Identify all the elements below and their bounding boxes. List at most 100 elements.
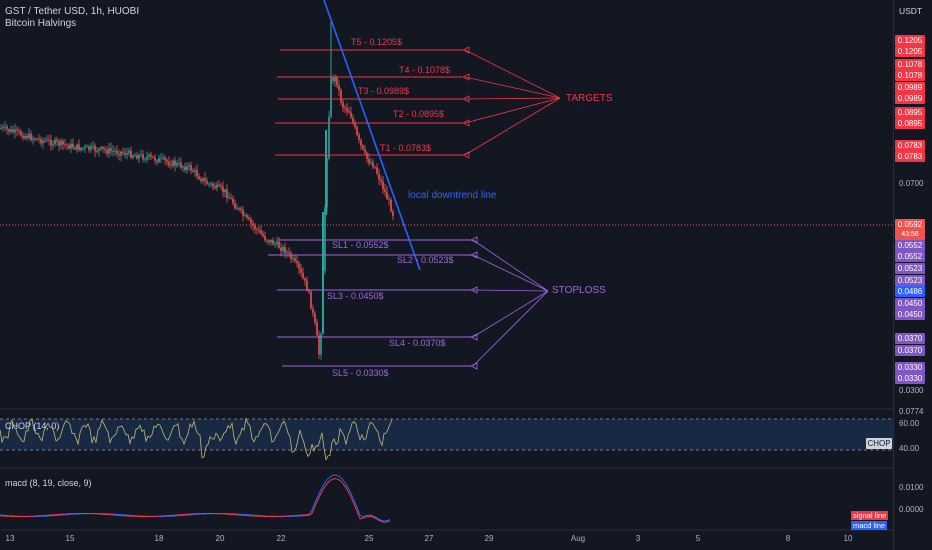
candle-body bbox=[320, 334, 322, 355]
candle-body bbox=[272, 240, 274, 245]
candle-body bbox=[2, 127, 4, 129]
candle-body bbox=[150, 154, 152, 157]
candle-body bbox=[176, 162, 178, 166]
candle-body bbox=[100, 147, 102, 149]
candle-body bbox=[270, 240, 272, 243]
candle-body bbox=[92, 145, 94, 147]
candle-body bbox=[254, 225, 256, 230]
candle-body bbox=[66, 144, 68, 146]
candle-body bbox=[136, 155, 138, 159]
macd-tick: 0.0000 bbox=[899, 505, 924, 514]
candle-body bbox=[158, 157, 160, 163]
candle-body bbox=[234, 203, 236, 209]
candle-body bbox=[164, 157, 166, 161]
candle-body bbox=[52, 144, 54, 146]
macd-line bbox=[0, 474, 391, 522]
candle-body bbox=[282, 246, 284, 251]
candle-body bbox=[288, 252, 290, 254]
time-tick: 18 bbox=[154, 534, 164, 543]
candle-body bbox=[230, 197, 232, 199]
pump-candle bbox=[325, 130, 327, 215]
stop-label-sl1: SL1 - 0.0552$ bbox=[332, 240, 389, 250]
candle-body bbox=[244, 215, 246, 216]
candle-body bbox=[40, 139, 42, 144]
candle-body bbox=[48, 139, 50, 141]
candle-body bbox=[34, 138, 36, 140]
candle-body bbox=[218, 184, 220, 186]
candle-body bbox=[146, 156, 148, 160]
target-label-t2: T2 - 0.0895$ bbox=[393, 109, 445, 119]
candle-body bbox=[332, 77, 334, 82]
macd-indicator-label[interactable]: macd (8, 19, close, 9) bbox=[5, 478, 92, 488]
candle-body bbox=[12, 129, 14, 133]
candle-body bbox=[154, 157, 156, 161]
candle-body bbox=[216, 184, 218, 189]
candle-body bbox=[76, 144, 78, 150]
candle-body bbox=[258, 229, 260, 231]
candle-body bbox=[296, 260, 298, 264]
currency-label: USDT bbox=[899, 6, 923, 16]
candle-body bbox=[30, 133, 32, 140]
candle-body bbox=[302, 272, 304, 279]
stop-arrow bbox=[472, 289, 549, 292]
candle-body bbox=[376, 167, 378, 174]
candle-body bbox=[336, 76, 338, 86]
candle-body bbox=[250, 219, 252, 224]
target-arrow bbox=[464, 97, 561, 100]
candle-body bbox=[362, 145, 364, 149]
candle-body bbox=[16, 129, 18, 131]
candle-body bbox=[192, 170, 194, 172]
candle-body bbox=[8, 129, 10, 132]
candle-body bbox=[36, 138, 38, 140]
candle-body bbox=[324, 207, 326, 272]
halvings-indicator-label[interactable]: Bitcoin Halvings bbox=[5, 18, 77, 29]
price-tick: 0.0300 bbox=[899, 386, 924, 395]
candle-body bbox=[26, 135, 28, 139]
stop-price-tag: 0.0450 bbox=[895, 309, 925, 320]
chop-indicator-label[interactable]: CHOP (14, 0) bbox=[5, 421, 60, 431]
candle-body bbox=[378, 173, 380, 180]
candle-body bbox=[70, 143, 72, 149]
candle-body bbox=[252, 223, 254, 226]
candle-body bbox=[118, 153, 120, 156]
candle-body bbox=[28, 133, 30, 139]
candle-body bbox=[232, 198, 234, 204]
candle-body bbox=[10, 129, 12, 132]
time-tick: 15 bbox=[65, 534, 75, 543]
candle-body bbox=[364, 148, 366, 153]
candle-body bbox=[126, 153, 128, 155]
time-tick: 3 bbox=[635, 534, 641, 543]
target-arrow bbox=[464, 49, 561, 99]
candle-body bbox=[356, 127, 358, 135]
stop-label-sl2: SL2 - 0.0523$ bbox=[397, 255, 454, 265]
candle-body bbox=[310, 291, 312, 309]
chop-band bbox=[0, 419, 893, 450]
candle-body bbox=[24, 135, 26, 139]
target-label-t5: T5 - 0.1205$ bbox=[351, 37, 403, 47]
target-arrowhead bbox=[462, 119, 470, 127]
candle-body bbox=[22, 135, 24, 139]
signal-line-tag: signal line bbox=[851, 511, 889, 520]
candle-body bbox=[248, 217, 250, 220]
candle-body bbox=[260, 230, 262, 234]
candle-body bbox=[274, 243, 276, 245]
candle-body bbox=[220, 185, 222, 188]
candle-body bbox=[152, 156, 154, 158]
candle-body bbox=[60, 140, 62, 146]
time-tick: 27 bbox=[424, 534, 434, 543]
chop-tick: 0.0774 bbox=[899, 407, 924, 416]
candle-body bbox=[14, 129, 16, 133]
candle-body bbox=[348, 111, 350, 113]
candle-body bbox=[160, 157, 162, 159]
candle-body bbox=[334, 76, 336, 82]
stop-price-tag: 0.0552 bbox=[895, 240, 925, 251]
stop-label-sl3: SL3 - 0.0450$ bbox=[327, 291, 384, 301]
candle-body bbox=[328, 116, 330, 159]
chop-value-tag: CHOP bbox=[866, 438, 892, 449]
candle-body bbox=[202, 178, 204, 181]
stop-price-tag: 0.0523 bbox=[895, 263, 925, 274]
target-price-tag: 0.0895 bbox=[895, 118, 925, 129]
candle-body bbox=[86, 146, 88, 147]
